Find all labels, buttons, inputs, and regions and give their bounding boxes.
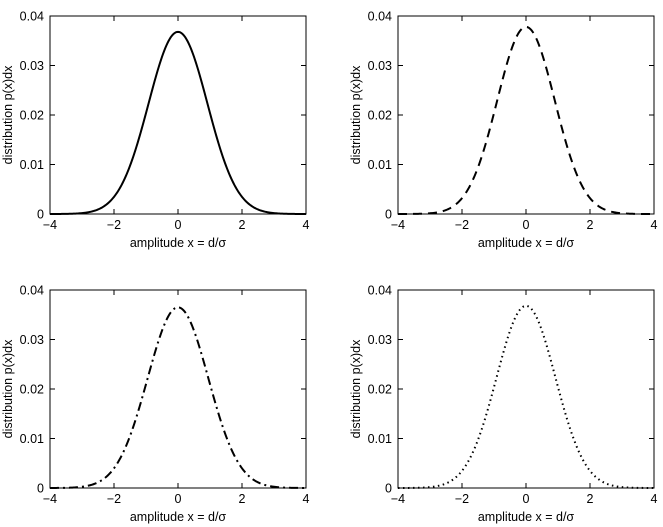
distribution-curve	[397, 304, 655, 489]
plot-area	[397, 15, 655, 215]
y-tick-label: 0.02	[20, 383, 44, 397]
distribution-curve	[50, 306, 306, 489]
x-axis-label: amplitude x = d/σ	[130, 510, 227, 524]
x-tick-label: −4	[43, 218, 57, 232]
y-tick-label: 0	[37, 208, 44, 222]
x-tick-label: 2	[239, 218, 246, 232]
x-tick-label: −4	[391, 492, 405, 506]
x-tick-label: 0	[523, 492, 530, 506]
y-tick-label: 0.02	[368, 109, 392, 123]
y-tick-label: 0.01	[368, 158, 392, 172]
x-tick-label: −2	[107, 492, 121, 506]
chart-panel-4: −4 −2 0 2 4 0 0.01 0.02 0.03 0.04 amplitude x = d/…	[349, 284, 658, 525]
y-tick-label: 0.03	[368, 59, 392, 73]
x-tick-label: 4	[651, 218, 658, 232]
x-tick-label: 0	[175, 218, 182, 232]
x-axis-label: amplitude x = d/σ	[478, 510, 575, 524]
x-tick-label: 4	[303, 218, 310, 232]
y-tick-label: 0.01	[20, 158, 44, 172]
chart-panel-2: −4 −2 0 2 4 0 0.01 0.02 0.03 0.04 amplitude x = d/…	[349, 10, 658, 251]
x-tick-label: 0	[175, 492, 182, 506]
x-tick-label: 2	[239, 492, 246, 506]
y-tick-label: 0.03	[368, 333, 392, 347]
x-tick-label: −4	[43, 492, 57, 506]
x-tick-label: 4	[651, 492, 658, 506]
y-tick-label: 0.04	[20, 10, 44, 24]
x-axis-label: amplitude x = d/σ	[478, 236, 575, 250]
y-tick-label: 0.01	[20, 432, 44, 446]
y-tick-label: 0	[37, 482, 44, 496]
y-tick-label: 0.04	[20, 284, 44, 298]
chart-panel-3: −4 −2 0 2 4 0 0.01 0.02 0.03 0.04 amplitude x = d/…	[1, 284, 310, 525]
x-axis-label: amplitude x = d/σ	[130, 236, 227, 250]
distribution-curve	[49, 30, 307, 215]
x-tick-label: −2	[455, 218, 469, 232]
distribution-curve	[398, 25, 654, 215]
y-axis-label: distribution p(x)dx	[349, 65, 363, 164]
y-axis-label: distribution p(x)dx	[1, 65, 15, 164]
y-tick-label: 0.03	[20, 59, 44, 73]
x-tick-label: 0	[523, 218, 530, 232]
x-tick-label: −2	[107, 218, 121, 232]
x-tick-label: 2	[587, 492, 594, 506]
x-tick-label: −4	[391, 218, 405, 232]
y-tick-label: 0	[385, 208, 392, 222]
y-axis-label: distribution p(x)dx	[1, 339, 15, 438]
x-tick-label: 2	[587, 218, 594, 232]
y-tick-label: 0.03	[20, 333, 44, 347]
y-axis-label: distribution p(x)dx	[349, 339, 363, 438]
plot-area	[49, 15, 307, 215]
y-tick-label: 0	[385, 482, 392, 496]
y-tick-label: 0.02	[20, 109, 44, 123]
x-tick-label: 4	[303, 492, 310, 506]
chart-panel-1: −4 −2 0 2 4 0 0.01 0.02 0.03 0.04 amplitude x = d/…	[1, 10, 310, 251]
y-tick-label: 0.04	[368, 284, 392, 298]
y-tick-label: 0.02	[368, 383, 392, 397]
x-tick-label: −2	[455, 492, 469, 506]
plot-area	[49, 289, 307, 489]
plot-area	[397, 289, 655, 489]
y-tick-label: 0.04	[368, 10, 392, 24]
y-tick-label: 0.01	[368, 432, 392, 446]
